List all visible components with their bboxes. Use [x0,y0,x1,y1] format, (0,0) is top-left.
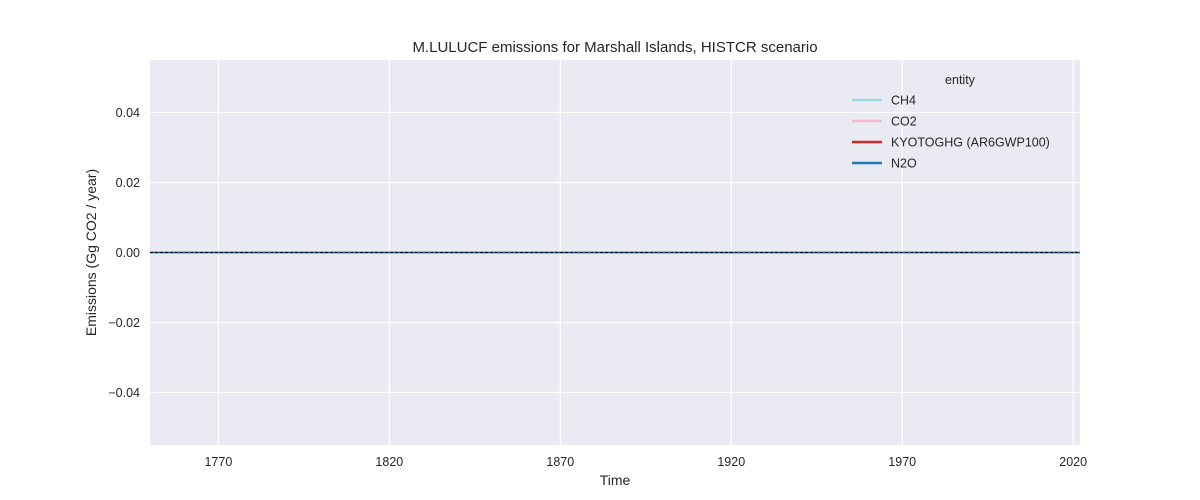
legend-items: CH4 CO2 KYOTOGHG (AR6GWP100) N2O [852,94,1050,171]
y-tick-label: −0.02 [108,316,140,330]
x-axis-title: Time [600,472,631,488]
y-tick-label: 0.00 [116,246,140,260]
y-tick-label: 0.02 [116,176,140,190]
x-tick-labels: 1770 1820 1870 1920 1970 2020 [204,455,1087,469]
x-tick-label: 1770 [204,455,232,469]
x-tick-label: 1920 [717,455,745,469]
legend-label: CH4 [891,94,916,108]
y-tick-label: 0.04 [116,106,140,120]
y-axis-title: Emissions (Gg CO2 / year) [83,169,99,336]
x-tick-label: 1870 [546,455,574,469]
x-tick-label: 2020 [1059,455,1087,469]
y-tick-labels: −0.04 −0.02 0.00 0.02 0.04 [108,106,140,400]
x-tick-label: 1970 [888,455,916,469]
y-tick-label: −0.04 [108,386,140,400]
x-tick-label: 1820 [375,455,403,469]
legend-label: CO2 [891,115,917,129]
legend-label: N2O [891,157,917,171]
chart-title: M.LULUCF emissions for Marshall Islands,… [412,39,817,56]
legend: entity CH4 CO2 KYOTOGHG (AR6GWP100) N2O [852,73,1050,171]
legend-title: entity [945,73,976,87]
legend-label: KYOTOGHG (AR6GWP100) [891,136,1050,150]
